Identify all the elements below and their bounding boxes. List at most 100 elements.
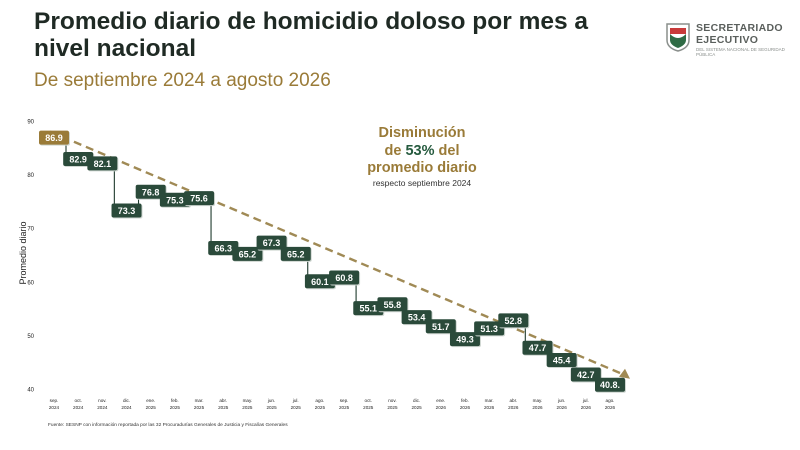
x-tick-month: sep. [50, 398, 59, 403]
data-label: 51.7 [432, 322, 450, 332]
data-label: 49.3 [456, 335, 474, 345]
x-tick-month: ene. [146, 398, 155, 403]
data-label: 55.1 [359, 304, 377, 314]
x-tick-year: 2025 [194, 405, 205, 410]
value-box [595, 377, 625, 392]
y-tick-label: 40 [27, 388, 34, 394]
data-label: 82.9 [69, 155, 87, 165]
data-label: 53.4 [408, 313, 426, 323]
data-label: 40.8. [600, 380, 620, 390]
annotation-line-2-suffix: del [434, 142, 460, 159]
data-label: 60.8 [335, 273, 353, 283]
x-tick-year: 2024 [73, 405, 84, 410]
y-tick-label: 70 [27, 227, 34, 233]
data-label: 67.3 [263, 238, 281, 248]
x-tick-year: 2026 [508, 405, 519, 410]
y-tick-label: 50 [27, 334, 34, 340]
x-tick-month: dic. [413, 398, 420, 403]
value-box [256, 235, 287, 250]
x-tick-month: oct. [74, 398, 81, 403]
value-box [353, 301, 384, 316]
annotation-line-3: promedio diario [367, 160, 477, 176]
x-tick-year: 2026 [460, 405, 471, 410]
annotation-percent: 53% [405, 142, 435, 159]
value-box [522, 340, 553, 355]
page-subtitle: De septiembre 2024 a agosto 2026 [34, 70, 331, 91]
value-box [111, 203, 142, 218]
x-tick-month: oct. [365, 398, 372, 403]
x-tick-month: jun. [557, 398, 565, 403]
value-box [329, 270, 360, 285]
annotation-line-2-prefix: de [384, 142, 406, 159]
x-tick-month: feb. [171, 398, 179, 403]
x-tick-year: 2026 [436, 405, 447, 410]
value-box [401, 310, 432, 325]
x-tick-year: 2025 [146, 405, 157, 410]
value-box [474, 321, 505, 336]
data-label: 66.3 [214, 244, 232, 254]
x-tick-month: may. [243, 398, 253, 403]
data-label: 76.8 [142, 187, 160, 197]
secretariado-logo: SECRETARIADO EJECUTIVO DEL SISTEMA NACIO… [664, 22, 785, 57]
value-box [87, 156, 118, 171]
value-box [280, 246, 311, 261]
y-tick-label: 90 [27, 120, 34, 126]
x-tick-month: jul. [292, 398, 299, 403]
x-tick-year: 2025 [339, 405, 350, 410]
value-box [208, 241, 239, 256]
data-label: 82.1 [94, 159, 112, 169]
data-label: 86.9 [45, 133, 63, 143]
logo-text-3: DEL SISTEMA NACIONAL DE SEGURIDAD PÚBLIC… [696, 47, 785, 57]
trend-arrow-head [619, 368, 630, 379]
data-label: 73.3 [118, 206, 136, 216]
x-tick-year: 2026 [484, 405, 495, 410]
data-label: 51.3 [480, 324, 498, 334]
x-tick-year: 2025 [218, 405, 229, 410]
value-box [449, 332, 480, 347]
value-box [546, 353, 577, 368]
x-tick-month: abr. [509, 398, 517, 403]
x-tick-year: 2025 [387, 405, 398, 410]
x-tick-year: 2026 [581, 405, 592, 410]
data-label: 42.7 [577, 370, 595, 380]
x-tick-month: nov. [388, 398, 396, 403]
value-box [425, 319, 456, 334]
value-box [498, 313, 529, 328]
source-note: Fuente: SESNP con información reportada … [48, 423, 288, 428]
value-box [184, 191, 215, 206]
page-title: Promedio diario de homicidio doloso por … [34, 8, 589, 62]
x-tick-month: sep. [340, 398, 349, 403]
data-label: 45.4 [553, 356, 571, 366]
x-tick-year: 2026 [532, 405, 543, 410]
x-tick-year: 2026 [557, 405, 568, 410]
data-label: 65.2 [239, 249, 257, 259]
x-tick-month: ago. [606, 398, 615, 403]
decrease-annotation: Disminución de 53% del promedio diario r… [352, 125, 492, 189]
x-tick-year: 2024 [121, 405, 132, 410]
y-axis-label: Promedio diario [18, 221, 28, 285]
value-box [304, 274, 335, 289]
x-tick-year: 2024 [49, 405, 60, 410]
data-label: 47.7 [529, 343, 547, 353]
x-tick-month: ene. [436, 398, 445, 403]
y-tick-label: 60 [27, 280, 34, 286]
annotation-line-4: respecto septiembre 2024 [372, 177, 472, 188]
x-tick-month: mar. [195, 398, 204, 403]
x-tick-month: feb. [461, 398, 469, 403]
x-tick-month: jun. [267, 398, 275, 403]
value-box [135, 184, 166, 199]
x-tick-year: 2024 [97, 405, 108, 410]
data-label: 55.8 [384, 300, 402, 310]
x-tick-month: dic. [123, 398, 130, 403]
data-label: 52.8 [505, 316, 523, 326]
trend-line [49, 130, 625, 376]
logo-text-1: SECRETARIADO [696, 22, 783, 34]
seal-icon [666, 23, 690, 52]
x-tick-year: 2025 [291, 405, 302, 410]
x-tick-month: jul. [582, 398, 589, 403]
x-tick-year: 2025 [315, 405, 326, 410]
y-tick-label: 80 [27, 173, 34, 179]
x-tick-year: 2025 [411, 405, 422, 410]
data-label: 60.1 [311, 277, 329, 287]
annotation-line-1: Disminución [378, 125, 466, 141]
